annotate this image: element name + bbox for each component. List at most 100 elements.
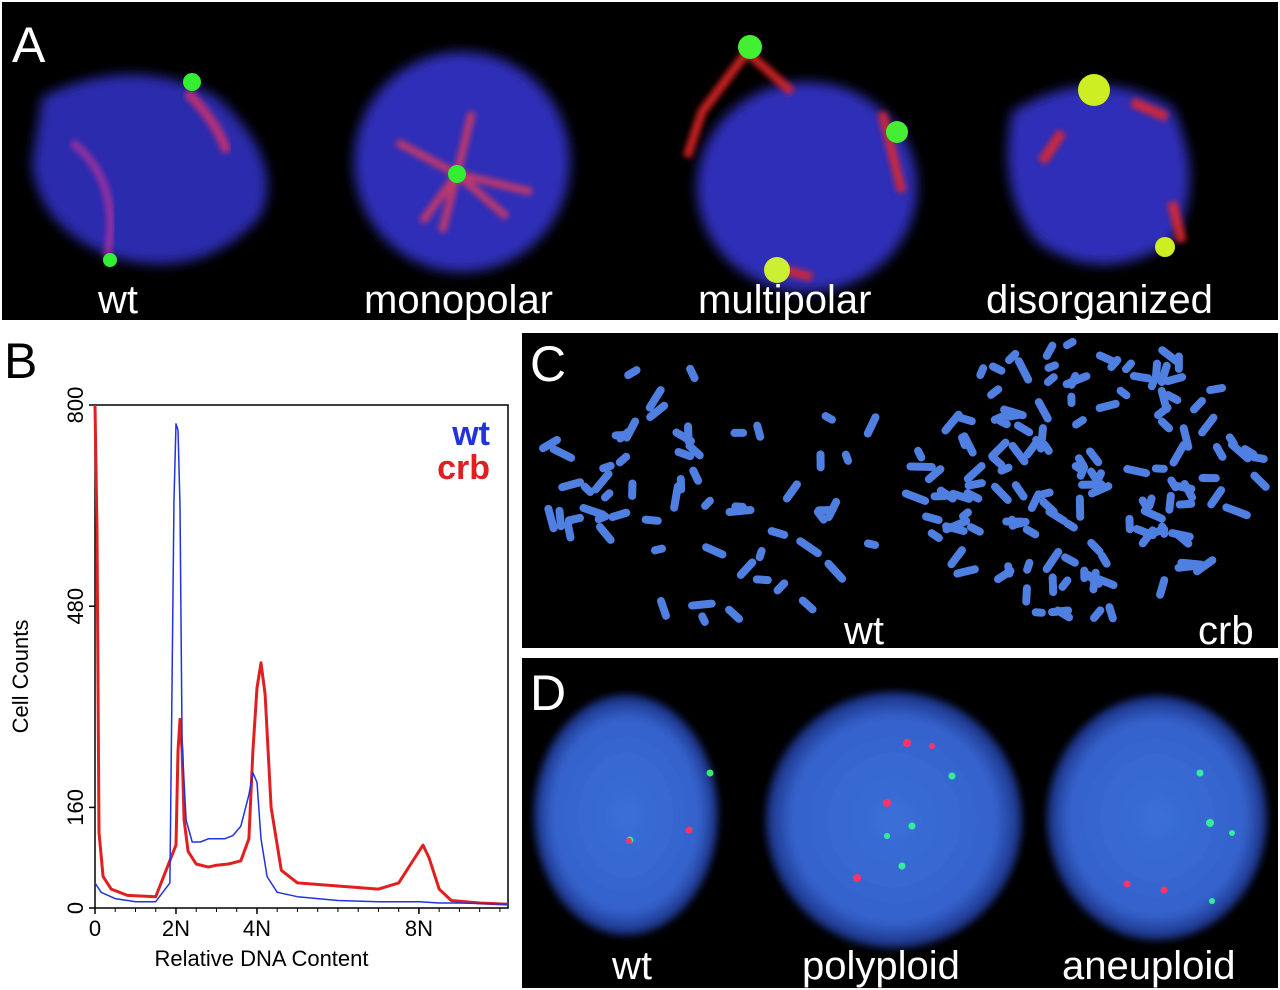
chromosome <box>1116 386 1131 400</box>
label-disorganized: disorganized <box>986 278 1213 320</box>
chromosome <box>1042 341 1057 360</box>
chromosome <box>796 537 822 558</box>
chromosome <box>685 441 704 460</box>
chromosome <box>752 575 772 585</box>
chromosome <box>990 482 1012 505</box>
chromosome <box>1179 424 1193 451</box>
chromosome <box>600 489 614 502</box>
panel-a: A wt monopolar multipolar disorganized <box>2 2 1278 320</box>
chromosome <box>1043 373 1058 387</box>
chromosome <box>841 450 853 465</box>
chromosome <box>1000 405 1027 420</box>
chromosome <box>1085 447 1103 467</box>
chromosome <box>942 522 968 536</box>
chromosome <box>650 544 667 555</box>
label-wt: wt <box>98 278 138 320</box>
chromosome <box>1014 357 1033 384</box>
chromosome <box>730 428 748 437</box>
chromosome <box>1175 499 1196 509</box>
chromosome <box>1022 525 1040 539</box>
chromosome <box>1044 361 1059 372</box>
dna-content-histogram: 0 160 480 800 0 2N 4N 8N Relative DNA Content Cel… <box>8 387 509 971</box>
chromosome <box>646 401 669 422</box>
centrosome-marker <box>886 121 908 143</box>
x-tick-label: 2N <box>162 916 190 941</box>
chromosome <box>994 566 1015 584</box>
chromosome <box>702 543 727 559</box>
chromosome <box>628 479 637 500</box>
chromosome <box>1145 494 1156 510</box>
chromosome <box>927 529 943 542</box>
chromosome <box>1105 603 1117 623</box>
chromosome <box>1022 584 1031 606</box>
chromosome <box>1045 507 1068 525</box>
label-d-aneuploid: aneuploid <box>1062 944 1236 988</box>
label-monopolar: monopolar <box>364 278 554 320</box>
chromosome <box>987 385 1003 399</box>
chromosome <box>731 502 747 511</box>
chromosome <box>579 503 607 519</box>
chromosome <box>1090 606 1105 622</box>
chromosome <box>611 431 628 440</box>
chromosome <box>824 559 847 583</box>
chromosome <box>906 462 936 472</box>
chromosome <box>1067 392 1076 408</box>
centrosome-marker <box>764 257 790 283</box>
chromosome <box>701 496 714 510</box>
panel-c: C wt crb <box>522 333 1278 648</box>
series-line-wt <box>94 423 509 905</box>
chromosome <box>1157 361 1171 387</box>
chromosome <box>689 466 703 485</box>
chromosome <box>1076 463 1089 480</box>
chromosome <box>1125 514 1134 534</box>
chromosome <box>1087 482 1113 498</box>
chromosome <box>1098 551 1111 568</box>
centrosome-marker <box>1155 237 1175 257</box>
chromosome <box>816 450 825 472</box>
chromosome <box>1156 576 1169 599</box>
chromosome <box>1093 469 1106 485</box>
x-tick-label: 4N <box>243 916 271 941</box>
chromosome <box>1058 576 1072 591</box>
chromosome <box>1140 506 1166 523</box>
chromosome <box>782 480 801 503</box>
label-d-polyploid: polyploid <box>802 944 960 988</box>
panel-a-letter: A <box>12 17 46 73</box>
chromosome <box>686 364 699 383</box>
chromosome <box>1165 491 1175 514</box>
chromosome <box>863 539 880 550</box>
chromosome <box>624 366 641 380</box>
nucleus-polyploid <box>766 692 1022 948</box>
chromosome <box>941 410 963 435</box>
chromosome <box>964 479 986 490</box>
chromosome <box>814 505 837 515</box>
chromosome <box>767 527 789 539</box>
chromosome <box>1225 433 1238 448</box>
label-c-wt: wt <box>844 609 884 648</box>
chromosome <box>1095 351 1120 367</box>
chromosome <box>1157 386 1171 414</box>
centrosome-marker <box>738 35 762 59</box>
chromosome <box>1151 464 1168 473</box>
chromosome <box>1011 481 1028 501</box>
y-tick-label: 0 <box>63 902 88 914</box>
chromosome <box>1038 488 1054 499</box>
chromosome <box>922 512 943 525</box>
chromosome <box>1013 421 1034 437</box>
x-tick-label: 0 <box>89 916 101 941</box>
chromosome <box>599 461 615 473</box>
chromosome <box>736 558 757 579</box>
panel-d-image <box>534 692 1267 948</box>
chromosome <box>1174 562 1198 572</box>
cell-multipolar <box>682 35 917 292</box>
chromosome <box>1048 573 1058 597</box>
chromosome <box>1167 476 1180 492</box>
chromosome <box>953 565 979 578</box>
label-d-wt: wt <box>612 944 652 988</box>
chromosome <box>539 435 561 453</box>
chromosome <box>798 596 817 614</box>
centrosome-marker <box>1078 74 1110 106</box>
chromosome <box>997 463 1013 475</box>
chromosome <box>549 445 576 462</box>
chromosome <box>966 523 984 536</box>
